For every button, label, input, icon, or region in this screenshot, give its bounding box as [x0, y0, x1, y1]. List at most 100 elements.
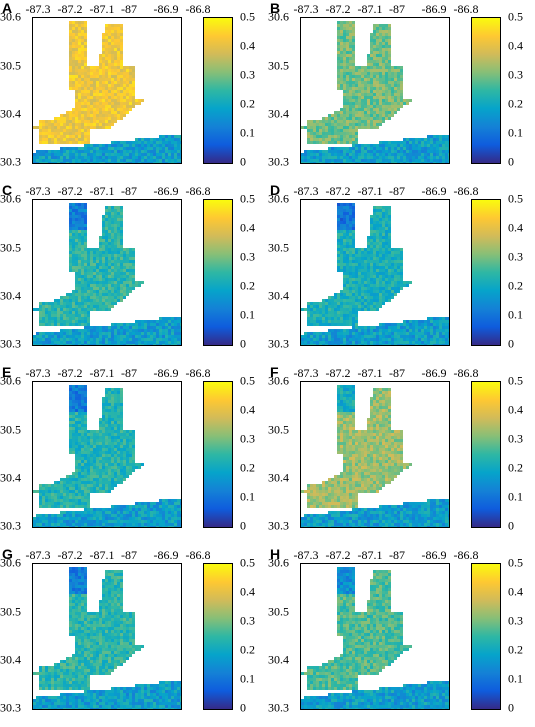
x-tick-label: -86.9: [421, 184, 447, 198]
colorbar-tick-label: 0.5: [240, 555, 255, 570]
x-tick-label: -87: [389, 548, 405, 562]
x-tick-label: -86.9: [421, 366, 447, 380]
y-tick-label: 30.5: [268, 604, 289, 619]
colorbar-tick-label: 0: [240, 700, 246, 715]
x-tick-label: -87.2: [325, 184, 351, 198]
x-tick-label: -86.8: [453, 366, 479, 380]
colorbar-tick-label: 0.2: [508, 278, 523, 293]
panel-letter: H: [270, 546, 281, 562]
y-tick-label: 30.5: [0, 604, 21, 619]
y-tick-label: 30.4: [0, 288, 21, 303]
panel-letter: B: [270, 0, 281, 16]
colorbar-tick-label: 0.3: [240, 613, 255, 628]
colorbar-tick-label: 0.2: [240, 460, 255, 475]
x-tick-label: -87.2: [325, 2, 351, 16]
x-tick-label: -86.9: [421, 2, 447, 16]
y-tick-label: 30.3: [268, 700, 289, 715]
y-tick-label: 30.6: [0, 373, 21, 388]
heatmap-area: [300, 381, 450, 528]
colorbar-tick-label: 0.4: [240, 584, 255, 599]
x-tick-label: -87.2: [57, 2, 83, 16]
colorbar-tick-label: 0.5: [508, 555, 523, 570]
colorbar-tick-label: 0: [508, 336, 514, 351]
panel-letter: D: [270, 182, 281, 198]
x-tick-label: -87.3: [293, 2, 319, 16]
colorbar-tick-label: 0.4: [508, 584, 523, 599]
y-tick-label: 30.4: [268, 288, 289, 303]
y-tick-label: 30.3: [0, 700, 21, 715]
colorbar-tick-label: 0.1: [240, 489, 255, 504]
colorbar-tick-label: 0.1: [508, 671, 523, 686]
colorbar-tick-label: 0.3: [240, 67, 255, 82]
colorbar-tick-label: 0.5: [508, 373, 523, 388]
panel-letter: C: [2, 182, 13, 198]
x-tick-label: -86.8: [453, 184, 479, 198]
heatmap-area: [32, 563, 182, 710]
panel-letter: G: [2, 546, 13, 562]
colorbar-tick-label: 0.4: [240, 38, 255, 53]
map-panel-g: G -87.3 -87.2 -87.1 -87 -86.9 -86.8 30.6 30.5 30.…: [0, 546, 260, 726]
y-tick-label: 30.4: [268, 470, 289, 485]
y-tick-label: 30.6: [0, 555, 21, 570]
heatmap-area: [300, 199, 450, 346]
colorbar-tick-label: 0.4: [240, 402, 255, 417]
x-tick-label: -87: [121, 184, 137, 198]
colorbar-tick-label: 0.5: [508, 9, 523, 24]
colorbar-tick-label: 0.5: [240, 373, 255, 388]
x-tick-label: -87.3: [293, 366, 319, 380]
panel-letter: A: [2, 0, 13, 16]
colorbar-tick-label: 0.2: [508, 460, 523, 475]
x-tick-label: -87: [389, 2, 405, 16]
y-tick-label: 30.3: [0, 336, 21, 351]
x-tick-label: -87.2: [57, 184, 83, 198]
heatmap-area: [32, 199, 182, 346]
colorbar-tick-label: 0.1: [508, 125, 523, 140]
x-tick-label: -86.8: [185, 184, 211, 198]
y-tick-label: 30.3: [268, 518, 289, 533]
colorbar-tick-label: 0: [240, 336, 246, 351]
x-tick-label: -87.1: [357, 184, 383, 198]
heatmap-area: [300, 563, 450, 710]
map-panel-d: D -87.3 -87.2 -87.1 -87 -86.9 -86.8 30.6 30.5 30.…: [268, 182, 528, 362]
colorbar-tick-label: 0.3: [508, 67, 523, 82]
x-tick-label: -87.3: [293, 548, 319, 562]
colorbar-tick-label: 0.2: [508, 642, 523, 657]
y-tick-label: 30.4: [0, 652, 21, 667]
x-tick-label: -87: [121, 548, 137, 562]
colorbar-tick-label: 0.3: [508, 431, 523, 446]
x-tick-label: -87.1: [89, 184, 115, 198]
colorbar-tick-label: 0: [240, 154, 246, 169]
colorbar-tick-label: 0: [508, 518, 514, 533]
x-tick-label: -87.1: [89, 548, 115, 562]
colorbar: [471, 17, 501, 164]
x-tick-label: -86.9: [153, 548, 179, 562]
panel-letter: E: [2, 364, 12, 380]
x-tick-label: -86.8: [185, 548, 211, 562]
colorbar-tick-label: 0: [240, 518, 246, 533]
colorbar-tick-label: 0.1: [508, 307, 523, 322]
map-panel-c: C -87.3 -87.2 -87.1 -87 -86.9 -86.8 30.6 30.5 30.…: [0, 182, 260, 362]
x-tick-label: -87.2: [57, 548, 83, 562]
colorbar-tick-label: 0.4: [240, 220, 255, 235]
x-tick-label: -86.8: [453, 2, 479, 16]
y-tick-label: 30.4: [268, 652, 289, 667]
x-tick-label: -87.3: [25, 366, 51, 380]
x-tick-label: -87.3: [25, 548, 51, 562]
x-tick-label: -87.3: [293, 184, 319, 198]
colorbar: [471, 563, 501, 710]
x-tick-label: -86.9: [153, 184, 179, 198]
colorbar-tick-label: 0.5: [240, 9, 255, 24]
colorbar-tick-label: 0.1: [240, 671, 255, 686]
x-tick-label: -87.3: [25, 2, 51, 16]
x-tick-label: -87.2: [57, 366, 83, 380]
x-tick-label: -87.2: [325, 366, 351, 380]
colorbar-tick-label: 0: [508, 154, 514, 169]
x-tick-label: -87.1: [89, 366, 115, 380]
heatmap-area: [300, 17, 450, 164]
colorbar: [471, 381, 501, 528]
colorbar-tick-label: 0.2: [240, 278, 255, 293]
y-tick-label: 30.3: [0, 154, 21, 169]
x-tick-label: -87: [389, 184, 405, 198]
colorbar: [203, 199, 233, 346]
x-tick-label: -86.8: [185, 366, 211, 380]
